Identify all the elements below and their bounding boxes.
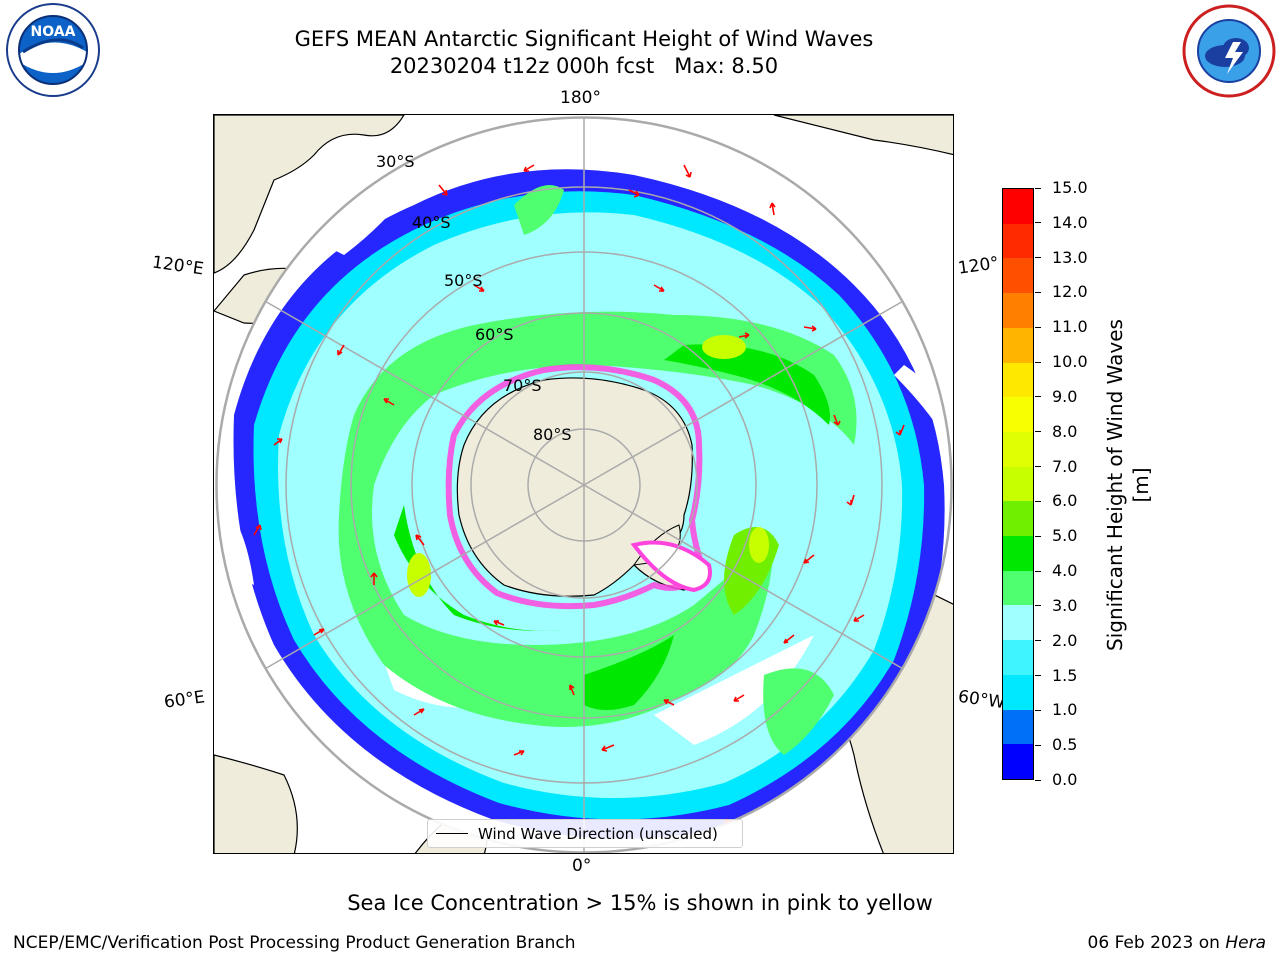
colorbar-tick-mark — [1035, 222, 1041, 224]
colorbar-tick-label: 9.0 — [1052, 386, 1078, 406]
colorbar-tick-label: 13.0 — [1052, 247, 1088, 267]
colorbar-tick-mark — [1035, 779, 1041, 781]
colorbar — [1002, 188, 1034, 780]
lat-label-40s: 40°S — [412, 213, 451, 232]
colorbar-segment — [1003, 744, 1033, 779]
colorbar-tick-mark — [1035, 709, 1041, 711]
colorbar-tick-label: 2.0 — [1052, 630, 1078, 650]
colorbar-tick-label: 11.0 — [1052, 317, 1088, 337]
colorbar-segment — [1003, 223, 1033, 259]
map-panel — [213, 114, 954, 854]
colorbar-tick-label: 12.0 — [1052, 282, 1088, 302]
colorbar-tick-mark — [1035, 431, 1041, 433]
colorbar-tick-label: 6.0 — [1052, 491, 1078, 511]
colorbar-segment — [1003, 397, 1033, 432]
legend-line-sample — [436, 832, 468, 835]
lat-label-80s: 80°S — [533, 425, 572, 444]
colorbar-segment — [1003, 674, 1033, 710]
colorbar-segment — [1003, 501, 1033, 537]
colorbar-segment — [1003, 431, 1033, 467]
title-line-2: 20230204 t12z 000h fcst Max: 8.50 — [389, 54, 779, 78]
colorbar-tick-mark — [1035, 744, 1041, 746]
colorbar-tick-mark — [1035, 605, 1041, 607]
lat-label-30s: 30°S — [376, 152, 415, 171]
colorbar-segment — [1003, 605, 1033, 641]
lon-label-0: 0° — [572, 856, 592, 876]
colorbar-tick-mark — [1035, 291, 1041, 293]
colorbar-tick-mark — [1035, 466, 1041, 468]
legend-label: Wind Wave Direction (unscaled) — [478, 824, 718, 843]
colorbar-tick-label: 15.0 — [1052, 178, 1088, 197]
lat-label-70s: 70°S — [503, 376, 542, 395]
lon-label-180: 180° — [560, 88, 601, 108]
nws-logo — [1182, 4, 1276, 98]
footer-branch: NCEP/EMC/Verification Post Processing Pr… — [13, 933, 576, 953]
colorbar-tick-label: 8.0 — [1052, 421, 1078, 441]
colorbar-tick-mark — [1035, 396, 1041, 398]
title-line-1: GEFS MEAN Antarctic Significant Height o… — [294, 27, 874, 51]
lon-label-120e: 120°E — [150, 252, 205, 280]
footer-date: 06 Feb 2023 on Hera — [1088, 933, 1266, 953]
map-legend: Wind Wave Direction (unscaled) — [427, 819, 743, 848]
lon-label-60w: 60°W — [956, 686, 1007, 714]
colorbar-tick-mark — [1035, 675, 1041, 677]
chart-title: GEFS MEAN Antarctic Significant Height o… — [184, 26, 984, 80]
colorbar-segment — [1003, 536, 1033, 571]
colorbar-tick-label: 0.0 — [1052, 770, 1078, 789]
colorbar-title: Significant Height of Wind Waves [m] — [1103, 319, 1153, 651]
colorbar-tick-mark — [1035, 500, 1041, 502]
wind-direction-arrows — [253, 164, 905, 825]
colorbar-tick-label: 7.0 — [1052, 456, 1078, 476]
colorbar-tick-label: 4.0 — [1052, 561, 1078, 581]
footer-machine: Hera — [1225, 933, 1266, 953]
colorbar-segment — [1003, 709, 1033, 745]
noaa-logo: NOAA — [6, 3, 100, 97]
colorbar-tick-label: 3.0 — [1052, 595, 1078, 615]
colorbar-segment — [1003, 258, 1033, 294]
colorbar-segment — [1003, 362, 1033, 398]
longitude-grid — [262, 117, 906, 853]
colorbar-tick-label: 14.0 — [1052, 212, 1088, 232]
footer-date-text: 06 Feb 2023 on — [1087, 933, 1226, 953]
colorbar-tick-mark — [1035, 257, 1041, 259]
colorbar-segment — [1003, 466, 1033, 502]
colorbar-segment — [1003, 327, 1033, 363]
colorbar-tick-label: 10.0 — [1052, 352, 1088, 372]
sea-ice-note: Sea Ice Concentration > 15% is shown in … — [347, 891, 933, 915]
colorbar-tick-mark — [1035, 187, 1041, 189]
noaa-logo-text: NOAA — [31, 24, 76, 40]
lat-label-50s: 50°S — [444, 271, 483, 290]
lon-label-60e: 60°E — [162, 687, 207, 713]
colorbar-tick-mark — [1035, 640, 1041, 642]
colorbar-tick-label: 1.0 — [1052, 700, 1078, 720]
colorbar-tick-label: 0.5 — [1052, 735, 1078, 755]
lat-label-60s: 60°S — [475, 325, 514, 344]
antarctic-polar-map — [214, 115, 953, 853]
colorbar-segment — [1003, 640, 1033, 675]
colorbar-segment — [1003, 570, 1033, 606]
colorbar-tick-label: 5.0 — [1052, 526, 1078, 546]
colorbar-tick-label: 1.5 — [1052, 665, 1078, 685]
lon-label-120w: 120° — [956, 253, 1001, 279]
colorbar-tick-mark — [1035, 535, 1041, 537]
colorbar-segment — [1003, 293, 1033, 328]
colorbar-segment — [1003, 189, 1033, 224]
colorbar-tick-mark — [1035, 326, 1041, 328]
colorbar-tick-mark — [1035, 361, 1041, 363]
colorbar-tick-mark — [1035, 570, 1041, 572]
